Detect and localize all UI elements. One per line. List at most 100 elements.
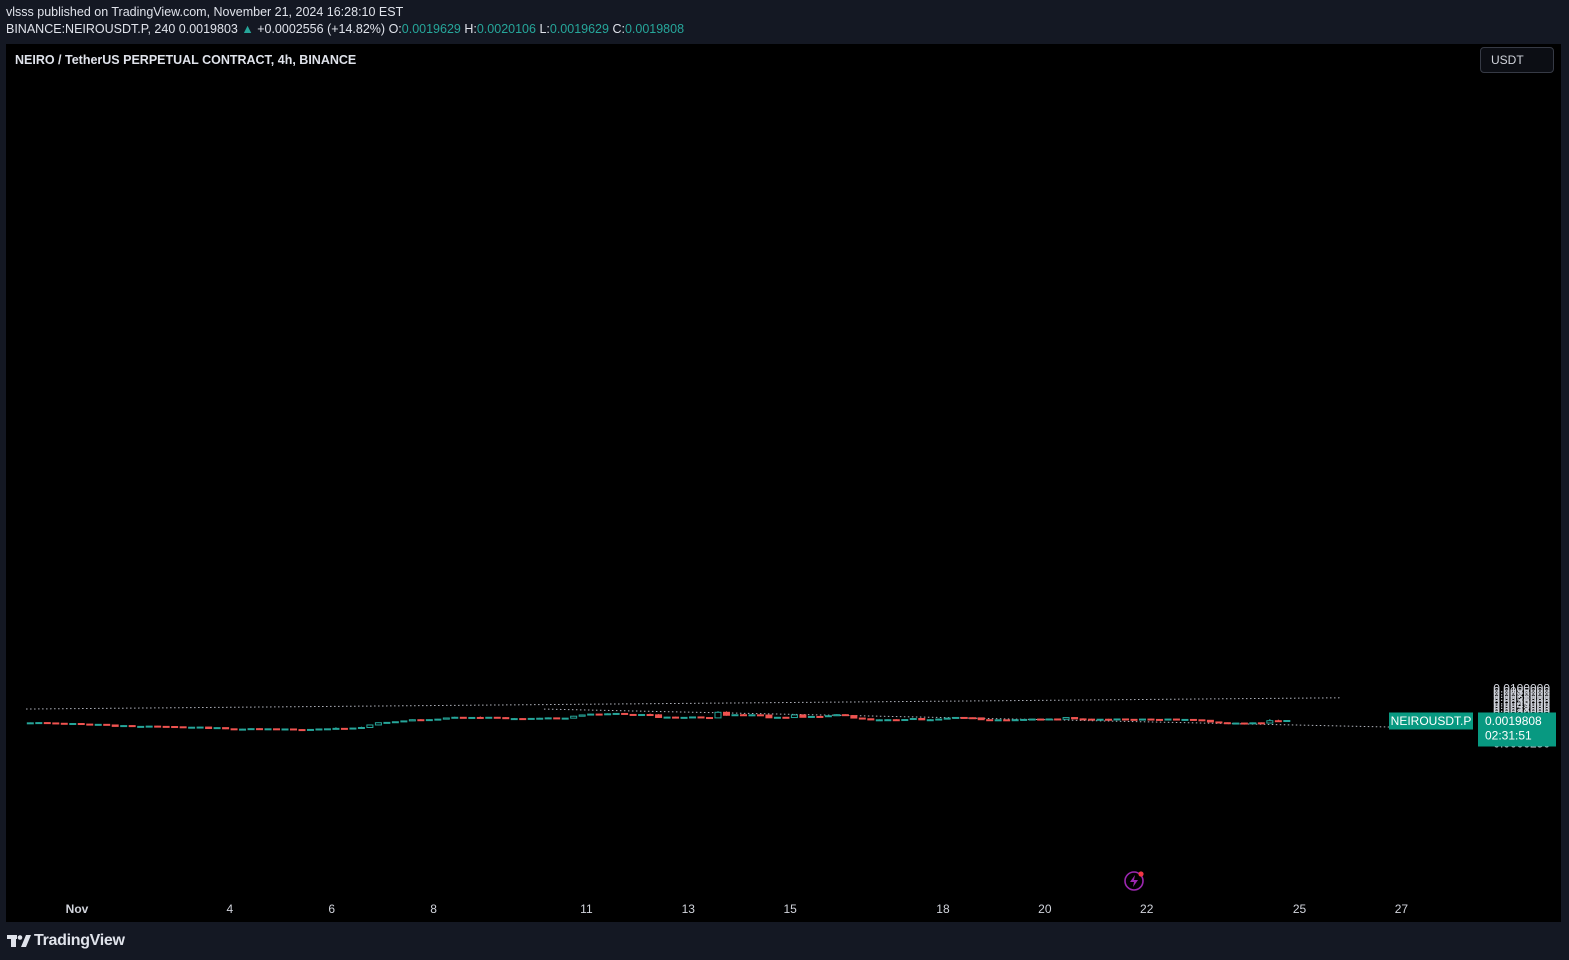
candle-down [154,725,162,728]
candle-down [52,722,60,725]
candle-down [595,713,603,716]
candle-down [867,718,875,721]
candle-up [731,714,739,717]
candle-up [935,718,943,721]
time-tick-label: 4 [226,902,233,916]
candle-up [570,715,578,719]
low-label: L: [539,22,550,36]
last-price: 0.0019803 [178,22,238,36]
price-change: +0.0002556 (+14.82%) [257,22,386,36]
symbol-interval: BINANCE:NEIROUSDT.P, 240 [6,22,176,36]
candle-down [960,716,968,719]
price-tick-label: 0.0037000 [1493,701,1550,715]
candle-down [799,714,807,718]
price-tick-label: 0.0065000 [1493,690,1550,704]
candle-up [689,716,697,719]
time-tick-label: 11 [580,902,593,916]
time-tick-label: 27 [1395,902,1409,916]
candle-up [1113,718,1121,721]
candle-down [340,727,348,730]
time-tick-label: Nov [66,902,89,916]
candle-up [94,723,102,726]
bar-countdown-text: 02:31:51 [1485,728,1532,742]
tradingview-logo-text: TradingView [34,932,125,949]
lightning-bolt-icon [1130,875,1138,887]
candle-up [145,725,153,728]
price-tick-label: 0.0100000 [1493,682,1550,696]
price-tick-label: 0.0055000 [1493,693,1550,707]
candle-down [782,716,790,719]
price-tick-label: 0.0049000 [1493,696,1550,710]
candle-up [485,716,493,719]
candle-up [714,711,722,719]
candle-up [510,718,518,721]
candle-up [468,716,476,719]
candle-down [1155,718,1163,721]
tradingview-logo[interactable]: TradingView [7,932,125,950]
candlestick-chart[interactable]: 0.01000000.00850000.00750000.00650000.00… [6,44,1561,922]
high-value: 0.0020106 [476,22,536,36]
candle-down [77,723,85,726]
candle-up [833,714,841,717]
candle-down [850,715,858,719]
candle-up [875,719,883,722]
candle-down [765,714,773,719]
candle-down [459,716,467,719]
candle-up [315,728,323,731]
footer: TradingView [0,922,1569,960]
candle-up [604,713,612,716]
candle-down [841,714,849,717]
candle-up [578,714,586,717]
candle-up [137,725,145,728]
candle-down [417,719,425,722]
candle-down [256,728,264,731]
chart-pane[interactable]: 0.0100000 0.0085000 0.0075000 0.0065000 0.00… [6,44,1561,922]
candle-up [943,717,951,720]
candle-down [1198,719,1206,722]
symbol-price-tag [1389,712,1473,730]
price-tick-label: 0.0085000 [1493,685,1550,699]
candle-down [646,714,654,717]
published-info: vlsss published on TradingView.com, Nove… [6,5,404,19]
current-price-text: 0.0019808 [1485,714,1542,728]
candle-up [1266,720,1274,724]
tradingview-logo-icon [7,935,31,947]
time-tick-label: 25 [1293,902,1307,916]
candle-up [188,726,196,729]
candle-down [60,722,68,725]
price-tick-label: 0.0075000 [1493,687,1550,701]
candle-down [162,725,170,728]
candle-down [298,729,306,732]
candle-down [986,719,994,722]
candle-up [434,718,442,721]
candle-down [43,722,51,725]
candle-up [408,719,416,722]
candle-up [561,717,569,720]
candle-down [553,717,561,720]
candle-down [629,713,637,716]
candle-down [1240,722,1248,725]
candle-up [366,724,374,728]
candle-down [179,726,187,729]
candle-down [128,725,136,728]
candle-up [1028,718,1036,721]
candle-up [663,716,671,719]
time-tick-label: 6 [328,902,335,916]
candle-up [1283,720,1291,723]
candle-up [824,715,832,718]
candle-up [909,718,917,721]
candle-up [451,716,459,719]
candle-down [502,717,510,720]
low-value: 0.0019629 [549,22,609,36]
currency-button[interactable]: USDT [1480,47,1554,73]
candle-down [476,716,484,719]
candle-up [1020,718,1028,721]
time-tick-label: 8 [430,902,437,916]
price-scale [1478,44,1561,896]
close-value: 0.0019808 [624,22,685,36]
candle-up [400,720,408,723]
candle-up [536,717,544,720]
candle-down [1206,719,1214,723]
candle-down [1189,718,1197,721]
chart-title: NEIRO / TetherUS PERPETUAL CONTRACT, 4h,… [15,53,357,67]
